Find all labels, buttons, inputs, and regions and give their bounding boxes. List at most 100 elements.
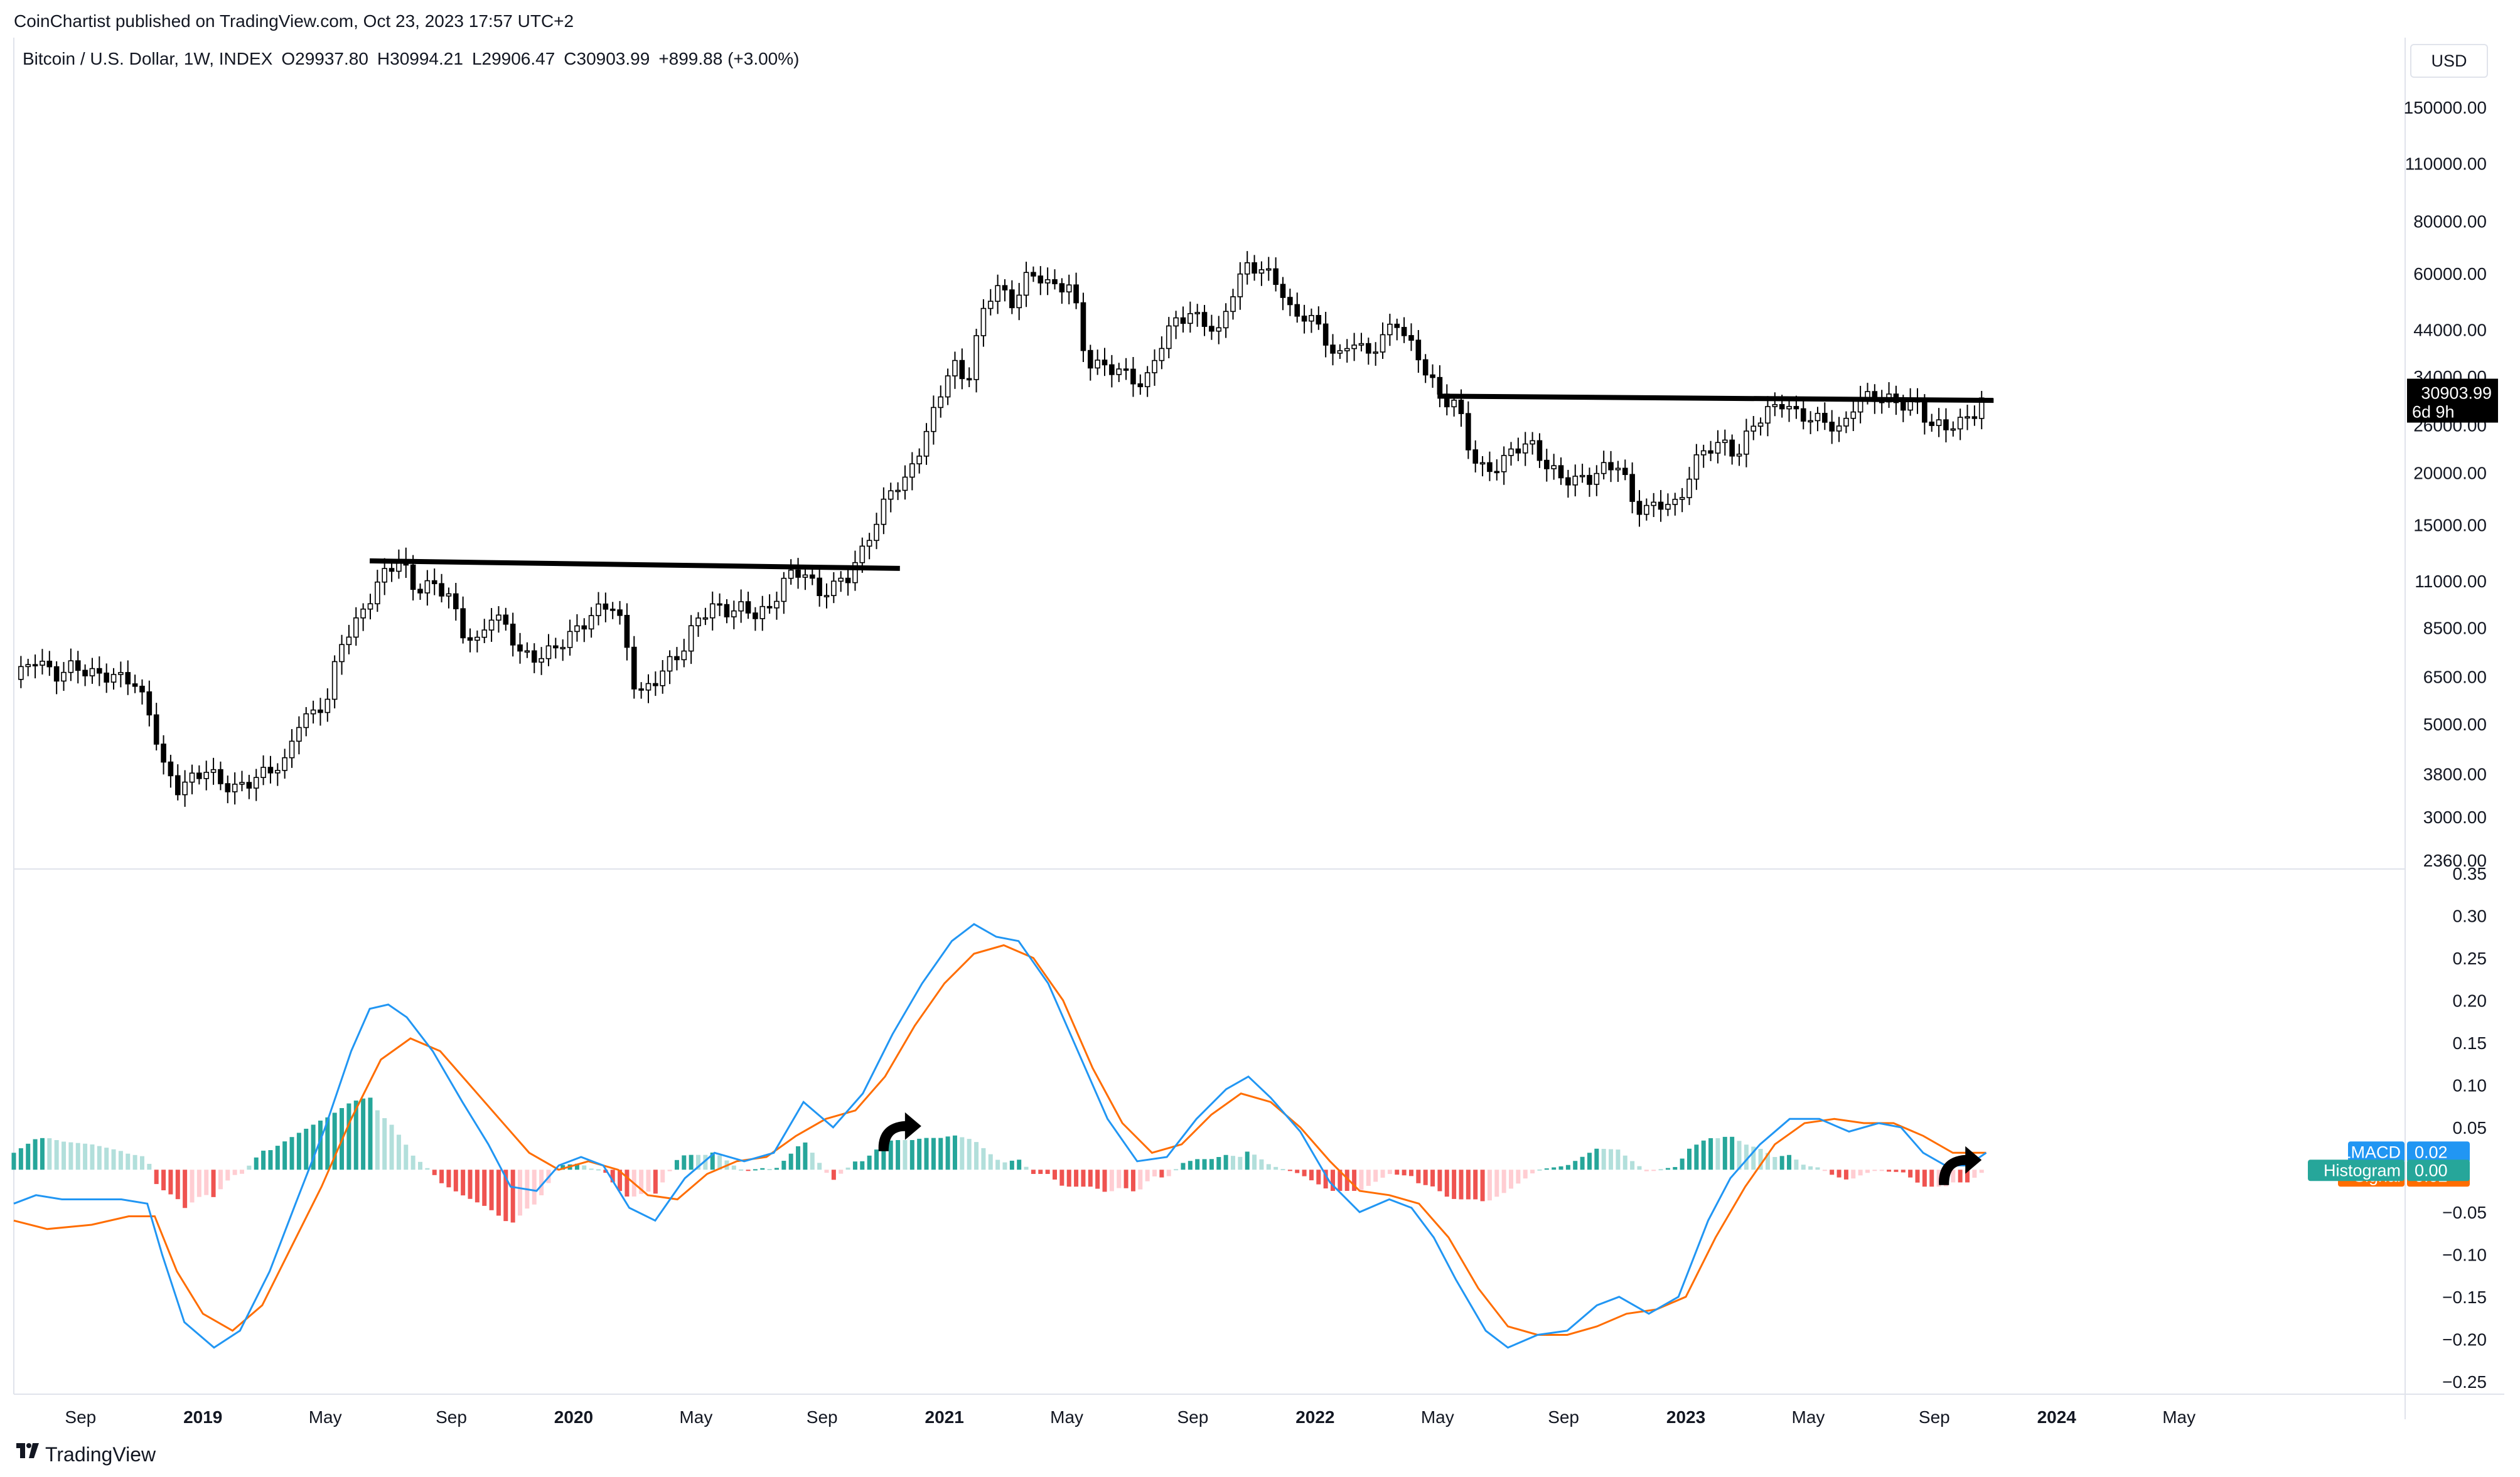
histogram-bar <box>1366 1170 1371 1186</box>
histogram-bar <box>175 1170 180 1200</box>
histogram-bar <box>696 1154 701 1170</box>
histogram-bar <box>475 1170 480 1203</box>
candle-body <box>267 767 274 774</box>
histogram-bar <box>1123 1170 1129 1188</box>
histogram-bar <box>1815 1167 1820 1170</box>
histogram-bar <box>1865 1170 1870 1173</box>
candle-body <box>32 664 38 667</box>
footer-brand[interactable]: TradingView <box>16 1443 156 1466</box>
macd-axis[interactable]: 0.35 0.30 0.25 0.20 0.15 0.10 0.05 −0.05 −0.10 −0… <box>2442 864 2487 1392</box>
candle-body <box>1950 428 1956 431</box>
histogram-bar <box>717 1155 722 1170</box>
candle-body <box>1287 297 1293 306</box>
histogram-bar <box>1259 1159 1264 1170</box>
candle-body <box>104 672 109 683</box>
candle-body <box>346 636 352 646</box>
candle-body <box>61 671 67 682</box>
histogram-bar <box>410 1155 416 1170</box>
candle-body <box>1237 273 1243 297</box>
candle-body <box>823 595 830 597</box>
histogram-bar <box>1644 1170 1649 1171</box>
histogram-bar <box>596 1169 601 1171</box>
histogram-bar <box>1331 1170 1336 1191</box>
time-tick-label: 2023 <box>1666 1407 1705 1427</box>
candle-body <box>1765 406 1771 424</box>
candle-body <box>1957 417 1963 430</box>
candle-body <box>1258 269 1265 274</box>
histogram-bar <box>746 1170 751 1171</box>
ohlc-open: O29937.80 <box>281 49 368 68</box>
candle-body <box>210 769 217 773</box>
price-axis[interactable]: 150000.00 110000.00 80000.00 60000.00 44000.… <box>2404 98 2487 870</box>
candle-body <box>759 605 766 619</box>
histogram-bar <box>731 1165 736 1170</box>
candle-body <box>667 656 673 672</box>
candle-body <box>139 685 145 693</box>
candle-body <box>887 490 894 500</box>
histogram-bar <box>496 1170 501 1216</box>
candle-body <box>1144 372 1150 388</box>
histogram-bar <box>1730 1136 1735 1170</box>
histogram-bar <box>1002 1162 1007 1170</box>
candle-body <box>46 661 53 668</box>
histogram-bar <box>1637 1166 1642 1170</box>
candle-body <box>203 772 210 779</box>
candle-body <box>553 645 559 649</box>
histogram-bar <box>1951 1170 1956 1183</box>
candle-body <box>1522 443 1528 454</box>
candle-body <box>1394 323 1400 328</box>
candle-body <box>375 581 380 605</box>
histogram-bar <box>1915 1170 1920 1183</box>
candle-body <box>503 614 509 625</box>
histogram-bar <box>1380 1170 1385 1178</box>
candle-body <box>788 569 794 579</box>
time-axis[interactable]: Sep 2019 May Sep 2020 May Sep 2021 May Sep 2022 May… <box>65 1407 2196 1427</box>
histogram-bar <box>710 1152 715 1170</box>
histogram-bar <box>346 1103 351 1170</box>
candle-body <box>966 378 972 381</box>
histogram-bar <box>18 1148 23 1170</box>
candle-body <box>1479 462 1486 465</box>
candle-body <box>852 562 858 584</box>
candle-body <box>1358 343 1365 346</box>
indicator-tag-histogram: Histogram 0.00 <box>2308 1160 2470 1181</box>
histogram-bar <box>1751 1146 1756 1170</box>
histogram-bar <box>1887 1170 1892 1172</box>
candle-body <box>510 623 516 646</box>
histogram-bar <box>1958 1170 1963 1183</box>
histogram-bar <box>1095 1170 1100 1189</box>
candle-body <box>617 609 623 616</box>
histogram-bar <box>960 1137 965 1170</box>
candle-body <box>1322 323 1329 346</box>
histogram-bar <box>68 1142 73 1170</box>
tag-value: 0.00 <box>2415 1161 2448 1180</box>
histogram-bar <box>674 1160 679 1170</box>
histogram-bar <box>831 1170 836 1180</box>
histogram-bar <box>282 1141 287 1170</box>
candle-body <box>1679 497 1685 500</box>
candle-body <box>1515 448 1521 454</box>
time-tick-label: 2021 <box>925 1407 964 1427</box>
candle-body <box>973 335 979 380</box>
candle-body <box>1757 422 1764 427</box>
histogram-bar <box>40 1138 45 1170</box>
histogram-bar <box>147 1163 152 1170</box>
candle-body <box>1422 359 1429 376</box>
candle-body <box>1971 416 1978 419</box>
candle-body <box>1387 323 1393 336</box>
histogram-bar <box>1473 1170 1478 1200</box>
time-tick-label: May <box>1421 1407 1454 1427</box>
histogram-bar <box>139 1156 144 1170</box>
ohlc-low: L29906.47 <box>471 49 555 68</box>
histogram-bar <box>353 1101 358 1170</box>
histogram-bar <box>981 1148 986 1170</box>
histogram-bar <box>1858 1170 1863 1176</box>
candle-body <box>688 625 694 652</box>
histogram-bar <box>1024 1166 1029 1170</box>
curved-arrow-shape <box>878 1112 921 1151</box>
histogram-bar <box>254 1157 259 1170</box>
resistance-lines <box>370 393 1994 571</box>
currency-button[interactable]: USD <box>2410 44 2488 78</box>
histogram-bar <box>995 1160 1000 1170</box>
